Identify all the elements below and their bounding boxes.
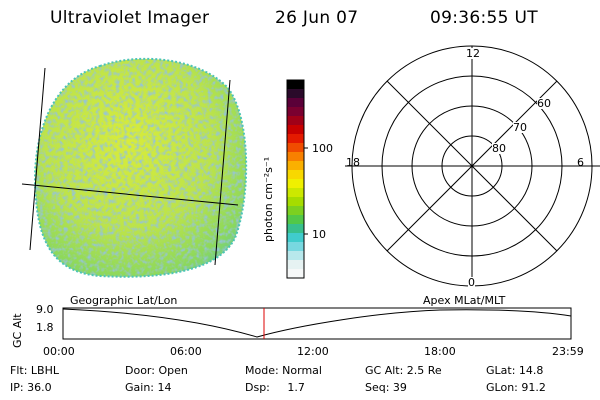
altitude-timeline — [62, 307, 572, 340]
mlat-label-80: 80 — [492, 142, 506, 155]
timeline-x-label-2: 12:00 — [297, 345, 329, 358]
timeline-y-label-max: 9.0 — [36, 303, 54, 316]
colorbar-segment — [287, 116, 304, 126]
info-filter: Flt: LBHL — [10, 364, 59, 377]
colorbar-segment — [287, 161, 304, 171]
earth-image — [34, 57, 248, 278]
mlt-label-6: 6 — [577, 156, 584, 169]
colorbar — [286, 79, 305, 279]
info-glat: GLat: 14.8 — [486, 364, 544, 377]
colorbar-segment — [287, 260, 304, 270]
colorbar-segment — [287, 98, 304, 108]
info-door: Door: Open — [125, 364, 188, 377]
mlt-label-0: 0 — [468, 276, 475, 289]
timeline-right-title: Apex MLat/MLT — [423, 294, 506, 307]
colorbar-tick-100: 100 — [312, 142, 333, 155]
colorbar-segment — [287, 179, 304, 189]
info-glon: GLon: 91.2 — [486, 381, 546, 394]
info-seq: Seq: 39 — [365, 381, 407, 394]
colorbar-segment — [287, 125, 304, 135]
colorbar-segment — [287, 215, 304, 225]
colorbar-unit-label: photon cm⁻²s⁻¹ — [262, 156, 275, 242]
date-label: 26 Jun 07 — [275, 8, 359, 28]
colorbar-ticks — [304, 147, 308, 235]
mlt-label-12: 12 — [466, 47, 480, 60]
info-mode: Mode: Normal — [245, 364, 322, 377]
colorbar-segment — [287, 197, 304, 207]
colorbar-segment — [287, 188, 304, 198]
info-dsp: Dsp: 1.7 — [245, 381, 305, 394]
mlt-label-18: 18 — [346, 156, 360, 169]
colorbar-segment — [287, 206, 304, 216]
colorbar-segment — [287, 107, 304, 117]
colorbar-segment — [287, 224, 304, 234]
colorbar-segment — [287, 80, 304, 90]
timeline-left-title: Geographic Lat/Lon — [70, 294, 178, 307]
app-title: Ultraviolet Imager — [50, 8, 210, 28]
timeline-x-label-3: 18:00 — [424, 345, 456, 358]
timeline-x-label-1: 06:00 — [170, 345, 202, 358]
geo-grid-lines — [21, 67, 239, 266]
colorbar-segment — [287, 152, 304, 162]
colorbar-segment — [287, 269, 304, 279]
info-ip: IP: 36.0 — [10, 381, 52, 394]
timeline-x-label-4: 23:59 — [552, 345, 584, 358]
timeline-axis-label: GC Alt — [11, 313, 24, 348]
colorbar-segment — [287, 170, 304, 180]
colorbar-segment — [287, 242, 304, 252]
colorbar-segment — [287, 134, 304, 144]
colorbar-segment — [287, 251, 304, 261]
colorbar-segment — [287, 89, 304, 99]
timeline-y-label-min: 1.8 — [36, 321, 54, 334]
colorbar-tick-10: 10 — [312, 228, 326, 241]
mlat-label-60: 60 — [537, 97, 551, 110]
colorbar-segment — [287, 233, 304, 243]
polar-plot — [345, 45, 600, 287]
mlat-label-70: 70 — [513, 121, 527, 134]
timeline-x-label-0: 00:00 — [43, 345, 75, 358]
colorbar-frame — [286, 79, 305, 279]
time-label: 09:36:55 UT — [430, 8, 538, 28]
info-gc-alt: GC Alt: 2.5 Re — [365, 364, 442, 377]
info-gain: Gain: 14 — [125, 381, 172, 394]
colorbar-segment — [287, 143, 304, 153]
